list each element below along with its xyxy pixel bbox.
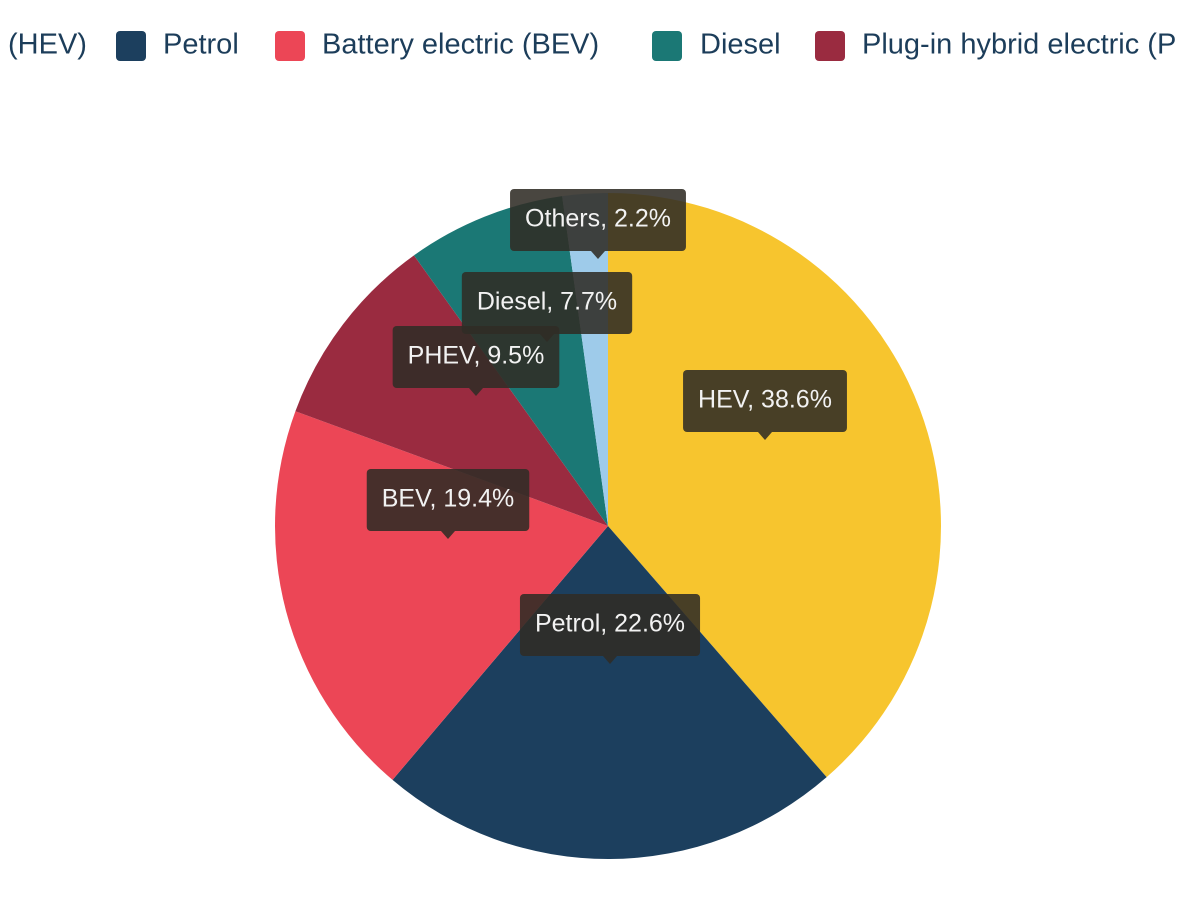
label-text: PHEV, 9.5% (408, 342, 545, 370)
legend-label: Diesel (700, 29, 781, 61)
label-text: Diesel, 7.7% (477, 288, 617, 316)
legend-swatch (116, 31, 146, 61)
label-pointer (469, 388, 483, 396)
label-pointer (758, 432, 772, 440)
legend-swatch (815, 31, 845, 61)
label-pointer (441, 531, 455, 539)
pie-slice (392, 526, 827, 860)
data-label: PHEV, 9.5% (392, 326, 560, 396)
label-box (461, 272, 633, 334)
data-label: Petrol, 22.6% (519, 594, 701, 664)
label-box (510, 189, 686, 251)
pie-slice (608, 193, 942, 778)
legend-label: Plug-in hybrid electric (P (862, 29, 1176, 61)
label-text: HEV, 38.6% (698, 386, 832, 414)
label-pointer (603, 656, 617, 664)
label-pointer (540, 334, 554, 342)
label-text: Others, 2.2% (525, 205, 671, 233)
legend-swatch (275, 31, 305, 61)
legend-label: (HEV) (8, 29, 87, 61)
data-label: Diesel, 7.7% (461, 272, 633, 342)
label-box (519, 594, 701, 656)
pie-slice (295, 255, 608, 526)
legend-label: Battery electric (BEV) (322, 29, 599, 61)
data-label: BEV, 19.4% (366, 469, 530, 539)
label-box (366, 469, 530, 531)
data-label: Others, 2.2% (510, 189, 686, 259)
data-label: HEV, 38.6% (683, 370, 847, 440)
label-box (683, 370, 847, 432)
label-pointer (591, 251, 605, 259)
label-text: Petrol, 22.6% (535, 610, 685, 638)
label-text: BEV, 19.4% (382, 485, 515, 513)
label-box (392, 326, 560, 388)
legend-label: Petrol (163, 29, 239, 61)
legend-swatch (652, 31, 682, 61)
